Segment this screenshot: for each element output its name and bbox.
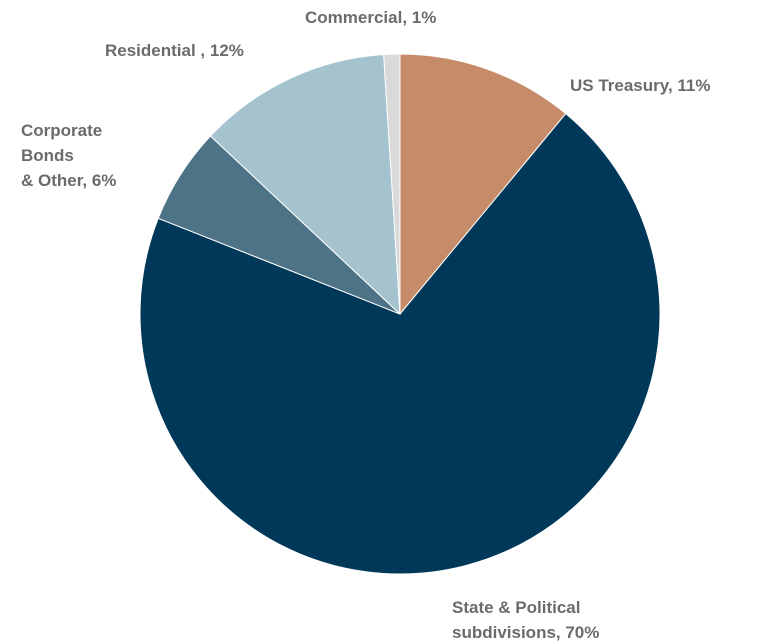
pie-slice-commercial <box>383 53 401 315</box>
pie-slice-state-and-political-subdivisions <box>139 112 661 575</box>
pie-label-corporate-bonds-and-other: Corporate Bonds & Other, 6% <box>21 121 116 190</box>
pie-label-line: & Other, 6% <box>21 171 116 190</box>
pie-label-state-and-political-subdivisions: State & Political subdivisions, 70% <box>452 598 599 642</box>
pie-label-residential: Residential , 12% <box>105 41 244 60</box>
pie-label-line: Corporate <box>21 121 102 140</box>
labels-layer: US Treasury, 11% State & Political subdivi… <box>21 8 711 642</box>
pie-label-line: US Treasury, 11% <box>570 76 711 95</box>
pie-label-line: subdivisions, 70% <box>452 623 599 642</box>
slices-layer <box>139 53 661 575</box>
pie-label-line: Residential , 12% <box>105 41 244 60</box>
pie-slice-us-treasury <box>399 53 567 316</box>
pie-label-line: Commercial, 1% <box>305 8 436 27</box>
pie-label-line: Bonds <box>21 146 74 165</box>
pie-label-us-treasury: US Treasury, 11% <box>570 76 711 95</box>
pie-label-commercial: Commercial, 1% <box>305 8 436 27</box>
pie-label-line: State & Political <box>452 598 580 617</box>
pie-slice-residential <box>209 53 401 316</box>
